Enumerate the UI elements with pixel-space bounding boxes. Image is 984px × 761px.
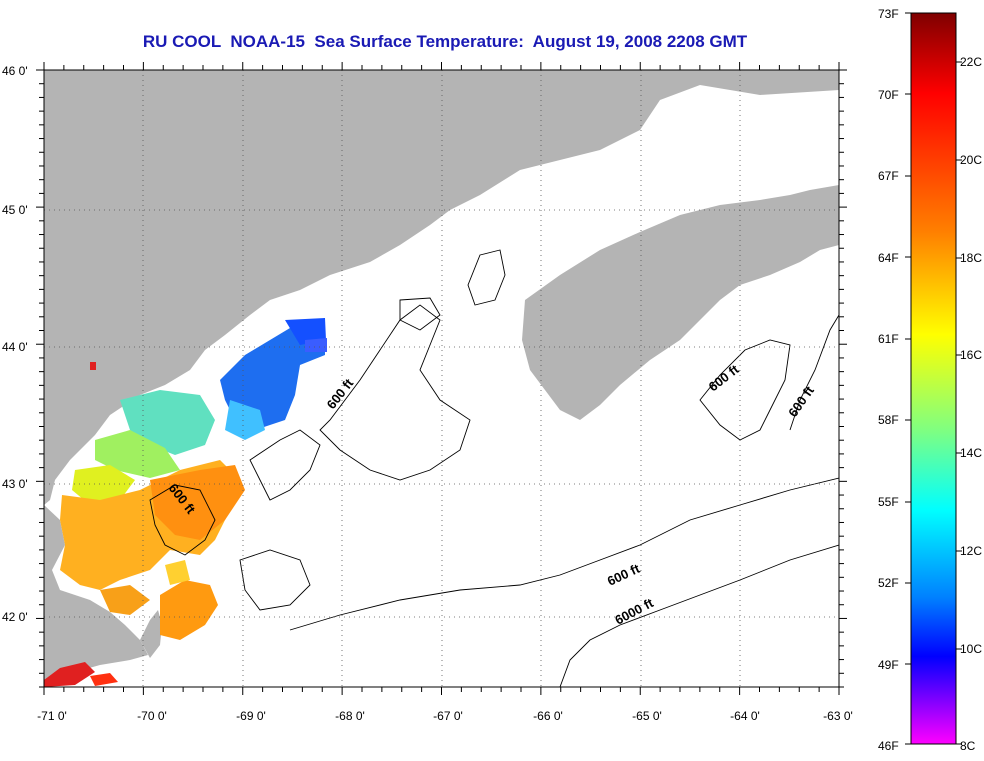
- colorbar-c-label: 20C: [960, 153, 982, 167]
- longitude-axis-labels: -71 0' -70 0' -69 0' -68 0' -67 0' -66 0…: [37, 709, 853, 723]
- bathymetry-contours: [149, 249, 839, 687]
- colorbar-c-label: 16C: [960, 348, 982, 362]
- colorbar-f-label: 58F: [878, 413, 899, 427]
- lon-tick-label: -67 0': [433, 709, 463, 723]
- lon-tick-label: -71 0': [37, 709, 67, 723]
- colorbar-c-label: 8C: [960, 739, 976, 753]
- lat-tick-label: 42 0': [2, 610, 28, 624]
- colorbar-f-label: 70F: [878, 88, 899, 102]
- land-maine: [44, 70, 839, 505]
- colorbar-f-label: 52F: [878, 576, 899, 590]
- latitude-axis-labels: 46 0' 45 0' 44 0' 43 0' 42 0': [2, 64, 28, 624]
- lon-tick-label: -66 0': [533, 709, 563, 723]
- lon-tick-label: -69 0': [236, 709, 266, 723]
- axis-ticks: [36, 62, 847, 695]
- colorbar-f-label: 49F: [878, 658, 899, 672]
- lat-tick-label: 43 0': [2, 477, 28, 491]
- lon-tick-label: -65 0': [632, 709, 662, 723]
- lon-tick-label: -63 0': [823, 709, 853, 723]
- colorbar-c-label: 12C: [960, 544, 982, 558]
- colorbar-f-label: 67F: [878, 169, 899, 183]
- lat-tick-label: 45 0': [2, 203, 28, 217]
- colorbar-f-label: 61F: [878, 332, 899, 346]
- land-massachusetts: [44, 505, 148, 680]
- water-minas-basin: [650, 150, 800, 190]
- land-cape-cod: [140, 610, 162, 658]
- lon-tick-label: -70 0': [137, 709, 167, 723]
- colorbar-gradient: [910, 12, 957, 745]
- lon-tick-label: -64 0': [730, 709, 760, 723]
- map-area: [43, 69, 840, 688]
- land-nova-scotia: [522, 185, 839, 420]
- colorbar-f-label: 64F: [878, 251, 899, 265]
- temperature-colorbar: 73F 70F 67F 64F 61F 58F 55F 52F 49F 46F …: [878, 7, 982, 753]
- colorbar-f-label: 73F: [878, 7, 899, 21]
- lat-tick-label: 46 0': [2, 64, 28, 78]
- map-title: RU COOL NOAA-15 Sea Surface Temperature:…: [142, 32, 748, 51]
- sst-data-layer: [44, 318, 327, 687]
- colorbar-c-label: 18C: [960, 251, 982, 265]
- lat-tick-label: 44 0': [2, 340, 28, 354]
- colorbar-c-label: 10C: [960, 642, 982, 656]
- lon-tick-label: -68 0': [335, 709, 365, 723]
- colorbar-f-label: 46F: [878, 739, 899, 753]
- colorbar-f-label: 55F: [878, 495, 899, 509]
- colorbar-c-label: 14C: [960, 446, 982, 460]
- water-bay-of-fundy: [470, 160, 660, 300]
- colorbar-c-label: 22C: [960, 55, 982, 69]
